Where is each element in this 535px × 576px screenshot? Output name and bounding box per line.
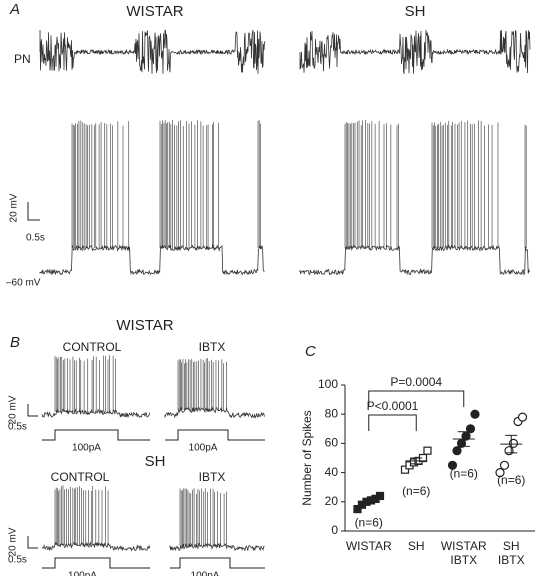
data-point — [423, 446, 432, 455]
pn-trace — [39, 29, 266, 74]
significance-bracket — [368, 414, 417, 431]
significance-bracket — [368, 390, 465, 407]
condition-label: IBTX — [199, 340, 226, 354]
x-tick-label: WISTAR — [346, 539, 392, 553]
panel-label: B — [10, 334, 20, 351]
membrane-trace — [164, 406, 265, 419]
data-point — [452, 446, 462, 456]
title: WISTAR — [116, 317, 173, 334]
data-point — [375, 491, 385, 501]
y-tick-label: 40 — [325, 465, 339, 479]
y-axis-label: Number of Spikes — [300, 410, 314, 505]
membrane-trace — [39, 244, 265, 276]
condition-label: CONTROL — [63, 340, 122, 354]
condition-label: IBTX — [199, 470, 226, 484]
n-label: (n=6) — [450, 466, 478, 480]
scale-bar — [27, 202, 40, 221]
data-point — [495, 468, 505, 478]
n-label: (n=6) — [402, 484, 430, 498]
stimulus — [170, 557, 265, 569]
x-tick-label: SH IBTX — [498, 539, 525, 567]
trace-label: PN — [14, 52, 31, 66]
panel-label: C — [305, 343, 316, 360]
significance-label: P<0.0001 — [367, 399, 419, 413]
title: SH — [145, 453, 166, 470]
title: WISTAR — [126, 3, 183, 20]
scale-label: 20 mV — [8, 527, 19, 556]
stimulus — [42, 557, 150, 569]
y-tick-label: 100 — [318, 377, 338, 391]
y-tick-label: 80 — [325, 406, 339, 420]
panel-label: A — [9, 1, 20, 18]
scale-label: 0.5s — [26, 233, 45, 244]
data-point — [470, 409, 480, 419]
data-point — [465, 424, 476, 434]
n-label: (n=6) — [497, 473, 525, 487]
scale-bar — [27, 536, 38, 549]
y-tick-label: 60 — [325, 436, 339, 450]
data-point — [353, 505, 362, 514]
scale-label: 0.5s — [8, 555, 27, 566]
data-point — [517, 412, 528, 422]
stimulus — [165, 429, 265, 441]
membrane-trace — [299, 244, 530, 276]
scale-label: 0.5s — [8, 422, 27, 433]
stim-label: 100pA — [189, 443, 218, 454]
title: SH — [405, 3, 426, 20]
dot-plot: C Number of Spikes 0 20 40 60 80 100 WISTAR (n=6)… — [300, 343, 535, 567]
data-point — [499, 460, 510, 470]
scale-label: 20 mV — [8, 395, 19, 424]
data-point — [447, 460, 458, 470]
x-tick-label: WISTAR IBTX — [441, 539, 487, 567]
pn-trace — [299, 29, 531, 74]
stimulus — [42, 429, 150, 441]
data-point — [400, 465, 410, 474]
condition-label: CONTROL — [51, 470, 110, 484]
scale-label: 20 mV — [9, 193, 20, 222]
data-point — [508, 438, 519, 448]
membrane-trace — [169, 542, 265, 552]
rest-label: –60 mV — [6, 278, 41, 289]
data-point — [504, 446, 514, 456]
membrane-trace — [41, 408, 151, 418]
stim-label: 100pA — [191, 571, 220, 576]
significance-label: P=0.0004 — [390, 375, 442, 389]
stim-label: 100pA — [72, 443, 101, 454]
y-tick-label: 0 — [331, 523, 338, 537]
stim-label: 100pA — [68, 571, 97, 576]
y-tick-label: 20 — [325, 494, 339, 508]
n-label: (n=6) — [355, 515, 383, 529]
scale-bar — [27, 404, 38, 417]
traces: 100pA 100pA 100pA 100pA — [39, 29, 531, 576]
x-tick-label: SH — [408, 539, 425, 553]
